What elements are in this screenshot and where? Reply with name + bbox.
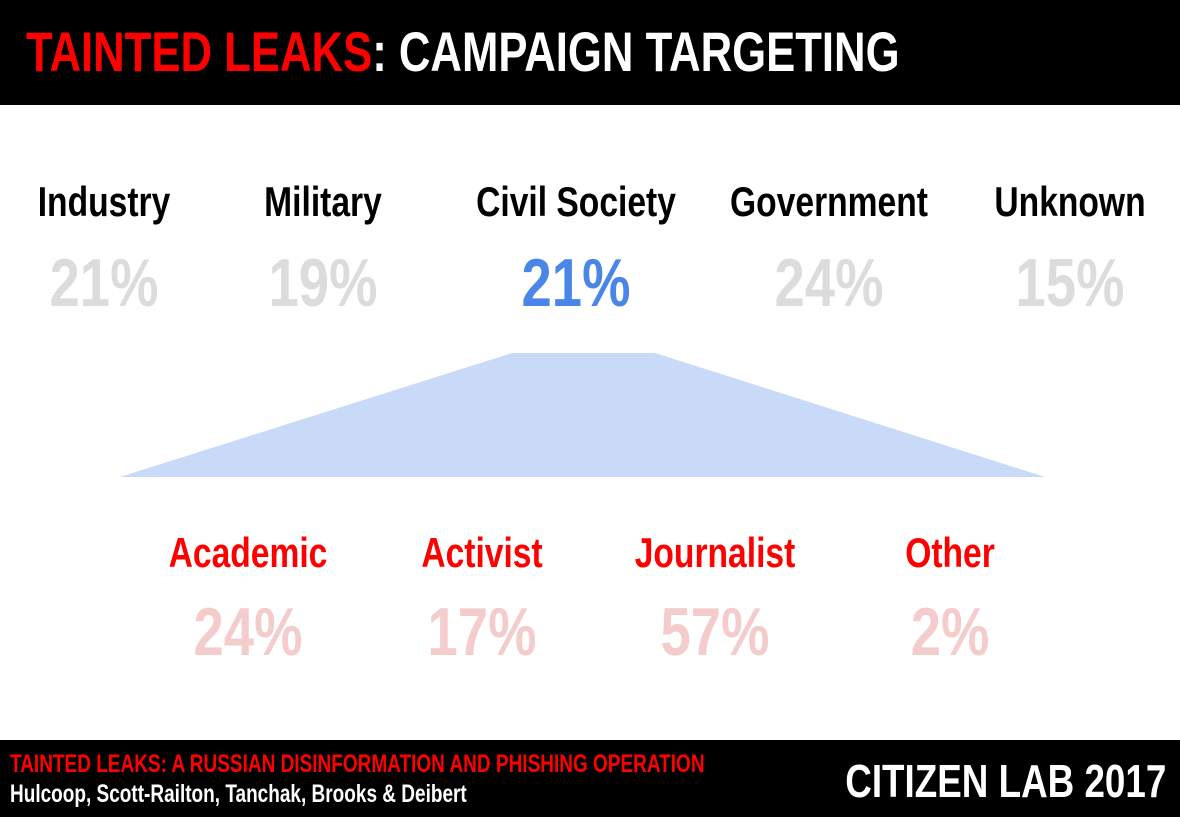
category-value-civil-society-text: 21% [521,245,631,321]
category-value-industry: 21% [36,248,172,318]
subcategory-label-other-text: Other [905,529,995,576]
category-value-unknown: 15% [1002,248,1138,318]
footer-bar: TAINTED LEAKS: A RUSSIAN DISINFORMATION … [0,740,1180,817]
subcategory-value-activist-text: 17% [427,594,537,670]
category-value-government-text: 24% [774,245,884,321]
subcategory-value-academic: 24% [180,597,316,667]
category-value-unknown-text: 15% [1015,245,1125,321]
subcategory-label-activist: Activist [406,531,558,575]
category-value-military-text: 19% [268,245,378,321]
subcategory-value-academic-text: 24% [193,594,303,670]
category-label-unknown: Unknown [976,180,1165,224]
category-value-government: 24% [761,248,897,318]
category-label-government: Government [705,180,952,224]
category-label-military-text: Military [264,178,382,225]
category-value-civil-society: 21% [508,248,644,318]
subcategory-value-other: 2% [901,597,999,667]
subcategory-label-journalist: Journalist [615,531,816,575]
subcategory-value-journalist-text: 57% [660,594,770,670]
category-label-civil-society: Civil Society [451,180,701,224]
authors: Hulcoop, Scott-Railton, Tanchak, Brooks … [10,780,467,808]
subcategory-label-other: Other [894,531,1006,575]
report-title: TAINTED LEAKS: A RUSSIAN DISINFORMATION … [10,750,705,778]
subcategory-value-journalist: 57% [647,597,783,667]
category-label-civil-society-text: Civil Society [476,178,676,225]
subcategory-label-academic: Academic [149,531,347,575]
brand: CITIZEN LAB 2017 [844,755,1166,807]
subcategory-value-activist: 17% [414,597,550,667]
page-title: TAINTED LEAKS: CAMPAIGN TARGETING [26,22,900,82]
category-label-industry: Industry [21,180,187,224]
category-label-government-text: Government [730,178,928,225]
subcategory-label-journalist-text: Journalist [634,529,796,576]
category-label-military: Military [249,180,396,224]
subcategory-label-academic-text: Academic [168,529,328,576]
category-value-industry-text: 21% [49,245,159,321]
category-label-unknown-text: Unknown [994,178,1146,225]
title-white: : CAMPAIGN TARGETING [372,20,900,83]
category-label-industry-text: Industry [37,178,171,225]
civil-society-breakdown-connector [120,353,1045,477]
title-red: TAINTED LEAKS [26,20,373,83]
category-value-military: 19% [255,248,391,318]
subcategory-label-activist-text: Activist [421,529,543,576]
subcategory-value-other-text: 2% [910,594,990,670]
header-bar: TAINTED LEAKS: CAMPAIGN TARGETING [0,0,1180,105]
